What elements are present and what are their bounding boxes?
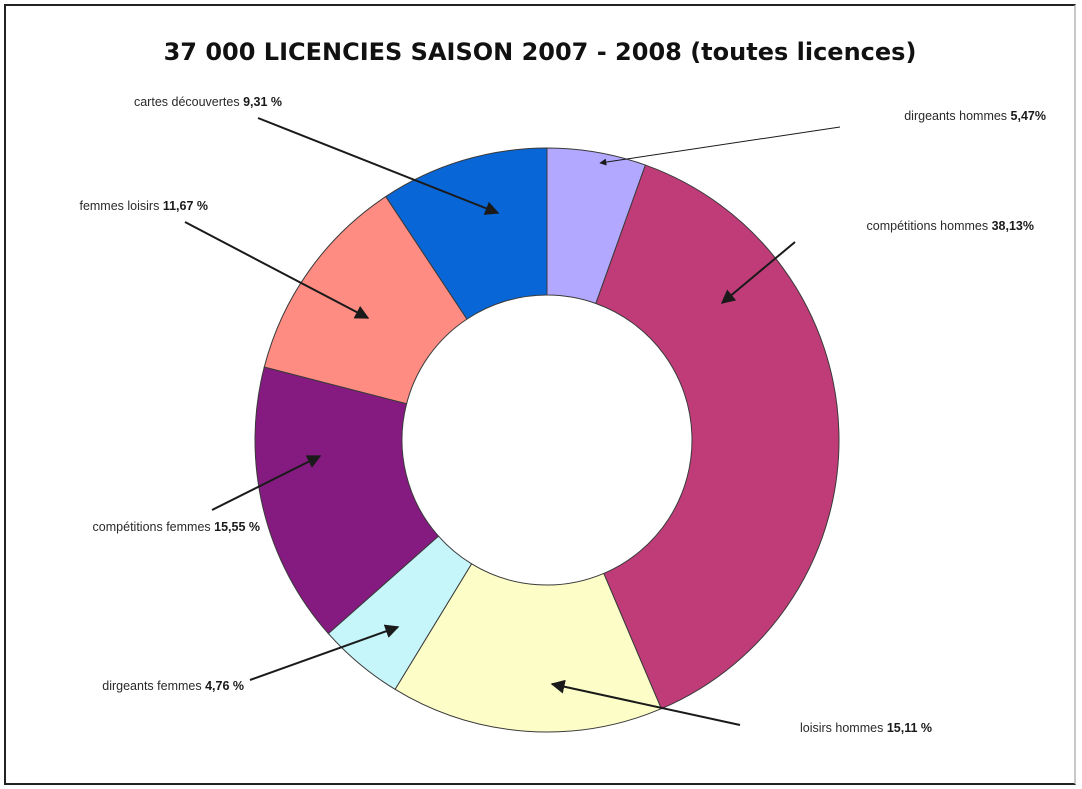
slice-label-dirgeants-femmes: dirgeants femmes (102, 679, 205, 693)
callout-arrow-dirgeants-hommes (599, 126, 841, 166)
callout-arrow-competitions-femmes (211, 455, 322, 511)
slice-value-dirgeants-femmes: 4,76 % (205, 679, 244, 693)
slice-label-competitions-hommes: compétitions hommes (867, 219, 992, 233)
callout-arrow-competitions-hommes (720, 241, 796, 304)
callout-label-dirgeants-femmes: dirgeants femmes 4,76 % (102, 679, 244, 693)
slice-callouts: dirgeants hommes 5,47% compétitions homme… (79, 95, 1046, 735)
slice-label-cartes-decouvertes: cartes découvertes (134, 95, 243, 109)
slice-value-cartes-decouvertes: 9,31 % (243, 95, 282, 109)
slice-label-competitions-femmes: compétitions femmes (93, 520, 215, 534)
slice-value-dirgeants-hommes: 5,47% (1011, 109, 1046, 123)
slice-value-loisirs-hommes: 15,11 % (887, 721, 932, 735)
slice-label-loisirs-hommes: loisirs hommes (800, 721, 887, 735)
slice-competitions-femmes (254, 366, 440, 635)
slice-label-dirgeants-hommes: dirgeants hommes (904, 109, 1010, 123)
callout-arrow-dirgeants-femmes (249, 624, 400, 681)
slice-femmes-loisirs (263, 195, 468, 405)
callout-label-loisirs-hommes: loisirs hommes 15,11 % (800, 721, 932, 735)
slice-cartes-decouvertes (385, 147, 548, 320)
slice-label-femmes-loisirs: femmes loisirs (79, 199, 162, 213)
slice-value-femmes-loisirs: 11,67 % (163, 199, 208, 213)
callout-label-competitions-femmes: compétitions femmes 15,55 % (93, 520, 260, 534)
callout-label-femmes-loisirs: femmes loisirs 11,67 % (79, 199, 208, 213)
slice-competitions-hommes (595, 164, 840, 710)
callout-label-competitions-hommes: compétitions hommes 38,13% (867, 219, 1034, 233)
callout-label-cartes-decouvertes: cartes découvertes 9,31 % (134, 95, 282, 109)
slice-value-competitions-femmes: 15,55 % (214, 520, 260, 534)
callout-arrow-cartes-decouvertes (257, 117, 500, 215)
callout-arrow-loisirs-hommes (550, 679, 741, 726)
donut-slices (254, 147, 840, 733)
callout-arrow-femmes-loisirs (184, 221, 370, 319)
slice-loisirs-hommes (394, 563, 662, 733)
chart-title: 37 000 LICENCIES SAISON 2007 - 2008 (tou… (164, 38, 917, 66)
slice-value-competitions-hommes: 38,13% (992, 219, 1034, 233)
callout-label-dirgeants-hommes: dirgeants hommes 5,47% (904, 109, 1046, 123)
